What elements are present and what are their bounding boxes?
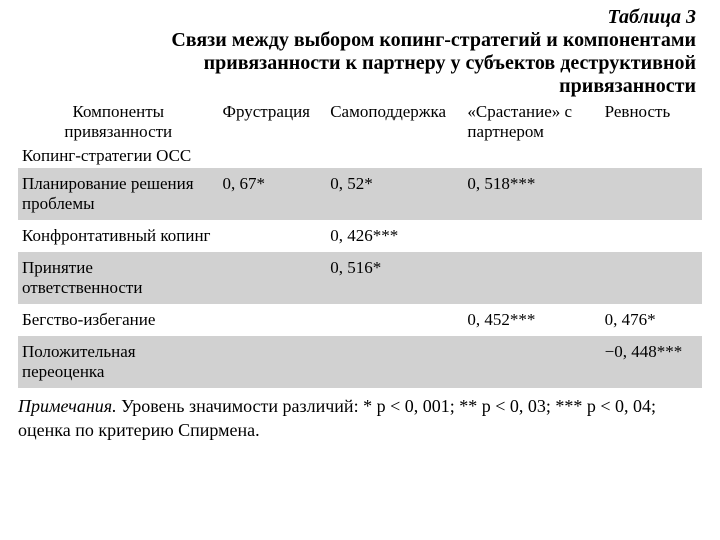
cell: 0, 67*: [219, 168, 327, 220]
table-row: Принятие ответственности 0, 516*: [18, 252, 702, 304]
cell: [601, 220, 702, 252]
cell: 0, 426***: [326, 220, 463, 252]
col-header: Ревность: [601, 100, 702, 144]
cell: [219, 220, 327, 252]
cell: [326, 336, 463, 388]
cell: 0, 52*: [326, 168, 463, 220]
title-line: привязанности к партнеру у субъектов дес…: [204, 52, 696, 74]
row-label: Конфронтативный копинг: [18, 220, 219, 252]
cell: [219, 336, 327, 388]
row-label: Положительная переоценка: [18, 336, 219, 388]
title-line: привязанности: [559, 75, 696, 97]
table-row: Положительная переоценка −0, 448***: [18, 336, 702, 388]
row-label: Планирование решения проблемы: [18, 168, 219, 220]
cell: [601, 252, 702, 304]
header-row: Компоненты привязанности Фрустрация Само…: [18, 100, 702, 144]
notes: Примечания. Уровень значимости различий:…: [18, 394, 702, 443]
cell: −0, 448***: [601, 336, 702, 388]
cell: [463, 336, 600, 388]
cell: 0, 476*: [601, 304, 702, 336]
col-header: Фрустрация: [219, 100, 327, 144]
cell: 0, 452***: [463, 304, 600, 336]
cell: 0, 518***: [463, 168, 600, 220]
cell: [463, 220, 600, 252]
table-row: Конфронтативный копинг 0, 426***: [18, 220, 702, 252]
col-header: Компоненты привязанности: [18, 100, 219, 144]
section-row: Копинг-стратегии ОСС: [18, 144, 702, 168]
table-title: Связи между выбором копинг-стратегий и к…: [18, 29, 696, 98]
col-header: Самоподдержка: [326, 100, 463, 144]
notes-label: Примечания.: [18, 396, 117, 416]
cell: [326, 304, 463, 336]
correlations-table: Компоненты привязанности Фрустрация Само…: [18, 100, 702, 388]
table-row: Планирование решения проблемы0, 67*0, 52…: [18, 168, 702, 220]
cell: 0, 516*: [326, 252, 463, 304]
cell: [219, 252, 327, 304]
row-label: Бегство-избегание: [18, 304, 219, 336]
table-row: Бегство-избегание 0, 452***0, 476*: [18, 304, 702, 336]
cell: [601, 168, 702, 220]
section-label: Копинг-стратегии ОСС: [18, 144, 702, 168]
col-header: «Срастание» с партнером: [463, 100, 600, 144]
table-label: Таблица 3: [18, 6, 696, 29]
title-line: Связи между выбором копинг-стратегий и к…: [171, 29, 696, 51]
cell: [219, 304, 327, 336]
row-label: Принятие ответственности: [18, 252, 219, 304]
cell: [463, 252, 600, 304]
